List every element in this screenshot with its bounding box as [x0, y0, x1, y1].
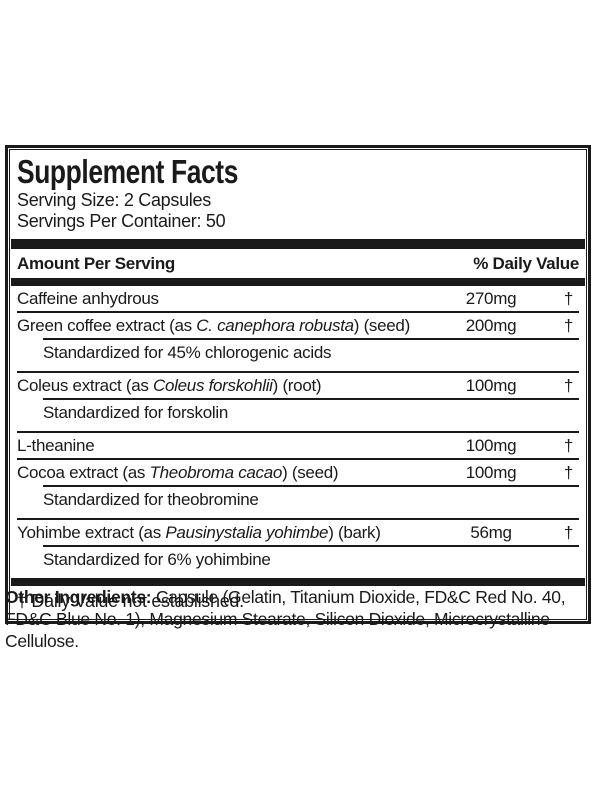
ingredient-row: Standardized for 45% chlorogenic acids — [43, 338, 579, 371]
ingredient-row: Green coffee extract (as C. canephora ro… — [17, 311, 579, 338]
ingredient-daily-value: † — [563, 289, 573, 309]
footnote: † Daily Value not established. — [17, 591, 244, 612]
separator-bar-header — [11, 278, 585, 287]
column-header-row: Amount Per Serving % Daily Value — [10, 249, 586, 278]
separator-bar-top — [11, 239, 585, 250]
other-ingredients-text: Capsule (Gelatin, Titanium Dioxide, FD&C… — [5, 587, 566, 651]
ingredient-daily-value: † — [563, 436, 573, 456]
supplement-facts-panel: Supplement Facts Serving Size: 2 Capsule… — [5, 145, 591, 625]
other-ingredients: Other Ingredients: Capsule (Gelatin, Tit… — [5, 586, 570, 652]
panel-header: Supplement Facts Serving Size: 2 Capsule… — [10, 152, 586, 239]
ingredient-row: Yohimbe extract (as Pausinystalia yohimb… — [17, 518, 579, 545]
ingredient-amount: 100mg — [465, 436, 517, 456]
ingredient-daily-value: † — [563, 523, 573, 543]
ingredient-amount: 100mg — [465, 463, 517, 483]
supplement-facts-panel-inner: Supplement Facts Serving Size: 2 Capsule… — [9, 149, 587, 621]
ingredient-name: L-theanine — [17, 436, 95, 456]
ingredient-amount: 200mg — [465, 316, 517, 336]
ingredient-daily-value: † — [563, 316, 573, 336]
other-ingredients-label: Other Ingredients: — [5, 587, 152, 607]
ingredient-name: Cocoa extract (as Theobroma cacao) (seed… — [17, 463, 339, 483]
ingredient-row: Standardized for forskolin — [43, 398, 579, 431]
ingredient-row: Caffeine anhydrous 270mg † — [17, 286, 579, 311]
ingredient-name: Standardized for 6% yohimbine — [43, 550, 271, 570]
panel-title: Supplement Facts — [17, 153, 238, 190]
ingredient-name: Standardized for theobromine — [43, 490, 259, 510]
rows: Caffeine anhydrous 270mg † Green coffee … — [10, 286, 586, 578]
ingredient-daily-value: † — [563, 463, 573, 483]
ingredient-row: Standardized for 6% yohimbine — [43, 545, 579, 578]
column-header-daily-value: % Daily Value — [473, 254, 579, 274]
column-header-amount: Amount Per Serving — [17, 254, 176, 274]
ingredient-row: Cocoa extract (as Theobroma cacao) (seed… — [17, 458, 579, 485]
serving-size: Serving Size: 2 Capsules — [17, 190, 211, 211]
ingredient-row: Standardized for theobromine — [43, 485, 579, 518]
ingredient-row: L-theanine 100mg † — [17, 431, 579, 458]
ingredient-amount: 100mg — [465, 376, 517, 396]
ingredient-name: Coleus extract (as Coleus forskohlii) (r… — [17, 376, 322, 396]
ingredient-amount: 270mg — [465, 289, 517, 309]
ingredient-name: Caffeine anhydrous — [17, 289, 159, 309]
ingredient-row: Coleus extract (as Coleus forskohlii) (r… — [17, 371, 579, 398]
separator-bar-footnote — [11, 578, 585, 587]
ingredient-name: Standardized for forskolin — [43, 403, 228, 423]
ingredient-daily-value: † — [563, 376, 573, 396]
servings-per-container: Servings Per Container: 50 — [17, 211, 226, 232]
ingredient-name: Standardized for 45% chlorogenic acids — [43, 343, 332, 363]
ingredient-name: Yohimbe extract (as Pausinystalia yohimb… — [17, 523, 381, 543]
ingredient-amount: 56mg — [470, 523, 512, 543]
ingredient-name: Green coffee extract (as C. canephora ro… — [17, 316, 410, 336]
